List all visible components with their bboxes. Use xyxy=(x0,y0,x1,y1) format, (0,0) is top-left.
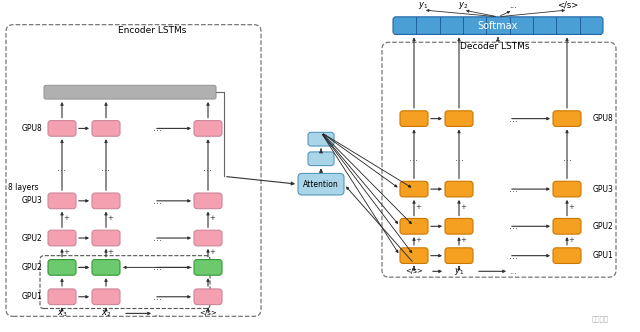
FancyBboxPatch shape xyxy=(92,289,120,304)
Text: ...: ... xyxy=(454,153,463,163)
Text: +: + xyxy=(415,237,421,243)
FancyBboxPatch shape xyxy=(298,173,344,195)
Text: ...: ... xyxy=(563,153,572,163)
FancyBboxPatch shape xyxy=(194,193,222,209)
FancyBboxPatch shape xyxy=(48,193,76,209)
Text: ...: ... xyxy=(509,114,518,124)
FancyBboxPatch shape xyxy=(48,230,76,246)
Text: ...: ... xyxy=(509,1,517,10)
Text: Softmax: Softmax xyxy=(478,21,518,31)
FancyBboxPatch shape xyxy=(92,230,120,246)
FancyBboxPatch shape xyxy=(308,132,334,146)
Text: +: + xyxy=(460,204,466,210)
Text: </s>: </s> xyxy=(199,310,217,316)
Text: ...: ... xyxy=(509,251,518,261)
FancyBboxPatch shape xyxy=(553,181,581,197)
Text: $y_1$: $y_1$ xyxy=(418,0,428,11)
Text: ...: ... xyxy=(509,184,518,194)
Text: GPU2: GPU2 xyxy=(21,263,42,272)
Text: 创新互联: 创新互联 xyxy=(591,315,609,322)
Text: ...: ... xyxy=(509,267,517,276)
FancyBboxPatch shape xyxy=(48,260,76,275)
Text: ...: ... xyxy=(152,292,161,302)
FancyBboxPatch shape xyxy=(445,218,473,234)
Text: </s>: </s> xyxy=(557,1,579,10)
Text: ...: ... xyxy=(152,233,161,243)
FancyBboxPatch shape xyxy=(445,181,473,197)
Text: GPU2: GPU2 xyxy=(21,233,42,243)
Text: 8 layers: 8 layers xyxy=(8,183,38,192)
FancyBboxPatch shape xyxy=(400,111,428,126)
Text: +: + xyxy=(107,215,113,221)
FancyBboxPatch shape xyxy=(400,218,428,234)
Text: ...: ... xyxy=(152,196,161,206)
Text: +: + xyxy=(209,215,215,221)
Text: +: + xyxy=(460,237,466,243)
FancyBboxPatch shape xyxy=(553,218,581,234)
Text: +: + xyxy=(209,249,215,255)
Text: ...: ... xyxy=(410,153,419,163)
FancyBboxPatch shape xyxy=(92,260,120,275)
FancyBboxPatch shape xyxy=(194,289,222,304)
Text: +: + xyxy=(415,204,421,210)
Text: GPU2: GPU2 xyxy=(593,222,614,231)
Text: GPU3: GPU3 xyxy=(593,185,614,194)
Text: Decoder LSTMs: Decoder LSTMs xyxy=(460,42,530,51)
Text: </s>: </s> xyxy=(405,268,423,274)
FancyBboxPatch shape xyxy=(308,152,334,166)
Text: Attention: Attention xyxy=(303,180,339,189)
Text: GPU3: GPU3 xyxy=(21,196,42,205)
Text: ...: ... xyxy=(152,262,161,272)
FancyBboxPatch shape xyxy=(553,111,581,126)
Text: +: + xyxy=(63,249,69,255)
FancyBboxPatch shape xyxy=(194,260,222,275)
Text: GPU1: GPU1 xyxy=(593,251,614,260)
Text: +: + xyxy=(63,215,69,221)
FancyBboxPatch shape xyxy=(194,121,222,136)
Text: Encoder LSTMs: Encoder LSTMs xyxy=(118,26,186,35)
Text: ...: ... xyxy=(509,221,518,231)
Text: ...: ... xyxy=(153,309,161,318)
Text: ...: ... xyxy=(58,163,67,173)
FancyBboxPatch shape xyxy=(400,248,428,264)
Text: $y_2$: $y_2$ xyxy=(458,0,468,11)
FancyBboxPatch shape xyxy=(400,181,428,197)
Text: ...: ... xyxy=(152,124,161,133)
Text: GPU1: GPU1 xyxy=(21,292,42,301)
Text: ...: ... xyxy=(102,163,111,173)
Text: GPU8: GPU8 xyxy=(21,124,42,133)
Text: +: + xyxy=(568,204,574,210)
Text: $x_3$: $x_3$ xyxy=(57,308,67,319)
Text: $y_1$: $y_1$ xyxy=(454,266,464,277)
FancyBboxPatch shape xyxy=(194,230,222,246)
FancyBboxPatch shape xyxy=(92,193,120,209)
FancyBboxPatch shape xyxy=(445,111,473,126)
Text: +: + xyxy=(107,249,113,255)
Text: +: + xyxy=(568,237,574,243)
FancyBboxPatch shape xyxy=(44,85,216,99)
Text: ...: ... xyxy=(204,163,212,173)
Text: GPU8: GPU8 xyxy=(593,114,614,123)
FancyBboxPatch shape xyxy=(393,17,603,35)
FancyBboxPatch shape xyxy=(553,248,581,264)
FancyBboxPatch shape xyxy=(92,121,120,136)
Text: $x_2$: $x_2$ xyxy=(101,308,111,319)
FancyBboxPatch shape xyxy=(48,121,76,136)
FancyBboxPatch shape xyxy=(48,289,76,304)
FancyBboxPatch shape xyxy=(445,248,473,264)
